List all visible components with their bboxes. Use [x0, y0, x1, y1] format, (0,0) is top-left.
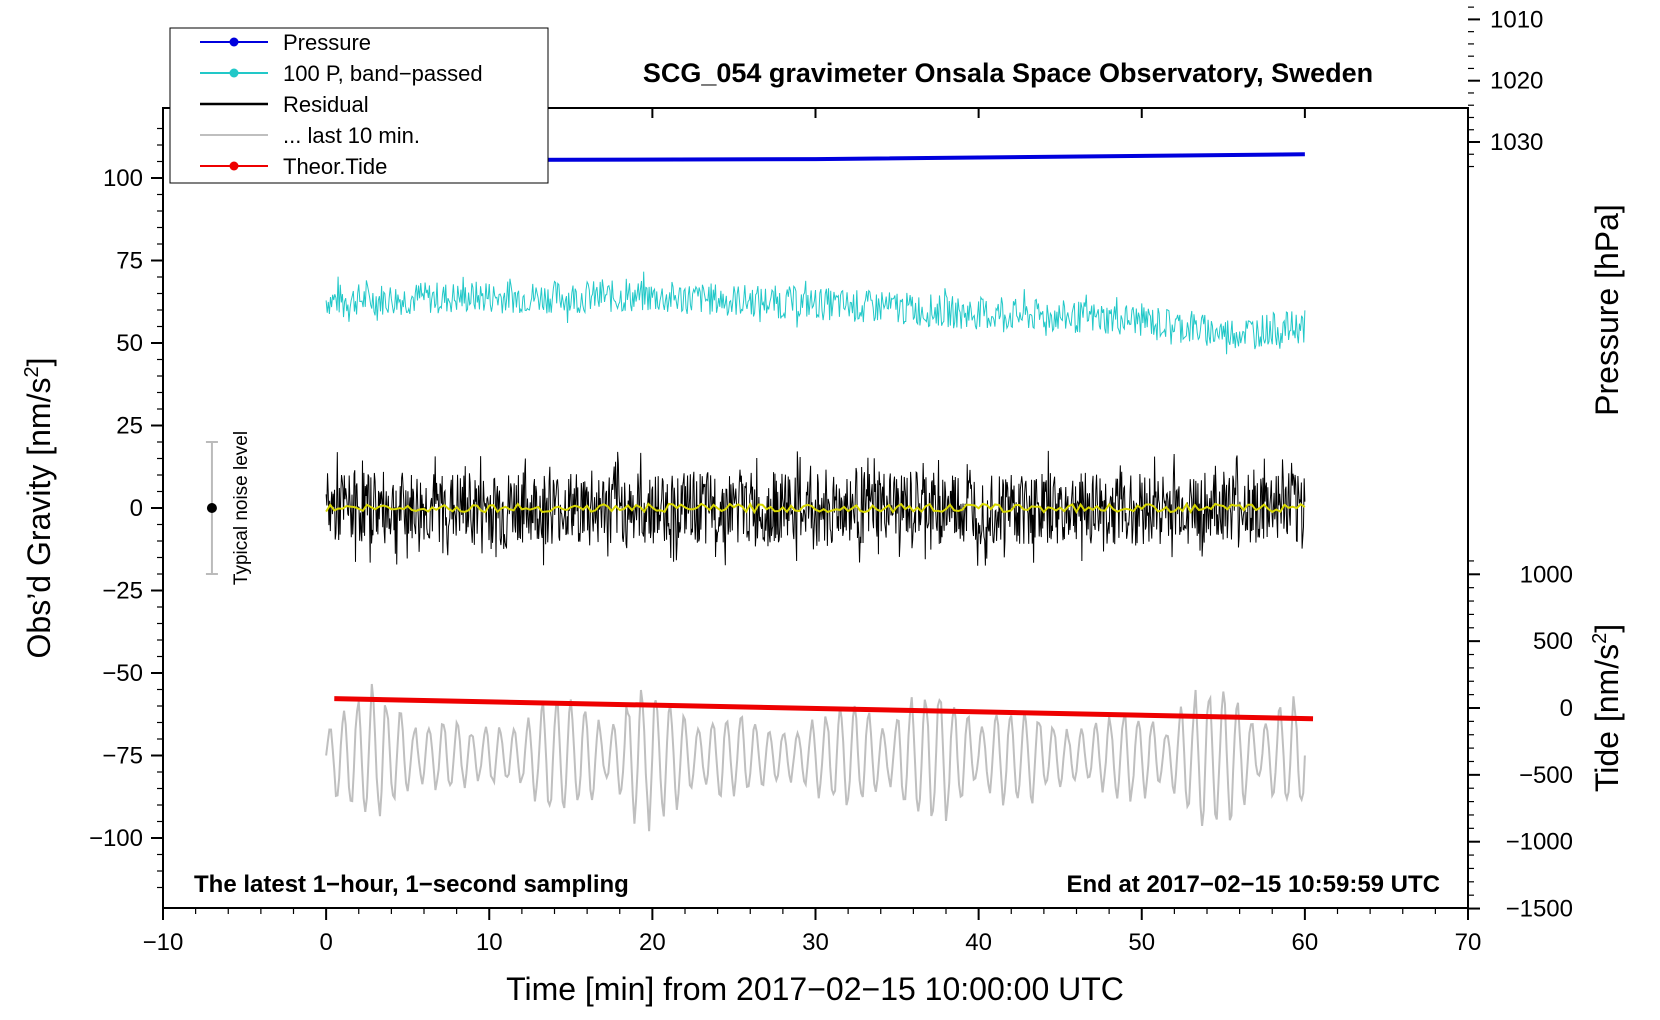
legend-box [169, 27, 549, 184]
legend-label: Theor.Tide [283, 154, 387, 179]
series-last-10-min [325, 683, 1306, 832]
tide-tick-label: −1000 [1506, 829, 1573, 856]
x-tick-label: −10 [143, 929, 184, 956]
y-tick-label: 0 [130, 495, 143, 522]
chart-title: SCG_054 gravimeter Onsala Space Observat… [643, 58, 1373, 88]
tide-tick-label: −500 [1519, 762, 1573, 789]
y-tick-label: 50 [116, 330, 143, 357]
tick-layer: −10 0 10 20 30 40 50 60 701007550250−25−50−75−10… [89, 6, 1573, 956]
x-tick-label: 30 [802, 929, 829, 956]
series-theoretical-tide [334, 696, 1314, 722]
y-tick-label: −100 [89, 825, 143, 852]
x-tick-label: 50 [1128, 929, 1155, 956]
pressure-tick-label: 1020 [1490, 68, 1543, 95]
y-tick-label: 25 [116, 413, 143, 440]
x-tick-label: 40 [965, 929, 992, 956]
annotation-latest-hour: The latest 1−hour, 1−second sampling [194, 871, 629, 898]
series-pressure-band-passed [325, 271, 1306, 355]
legend-marker [229, 37, 239, 47]
tide-tick-label: −1500 [1506, 896, 1573, 923]
y-tick-label: 100 [103, 165, 143, 192]
noise-level-center-dot [206, 503, 217, 513]
series-residual [325, 450, 1306, 566]
y-tick-label: 75 [116, 248, 143, 275]
x-axis-title: Time [min] from 2017−02−15 10:00:00 UTC [506, 971, 1124, 1007]
series-residual-smoothed [325, 502, 1306, 515]
legend: Pressure 100 P, band−passed Residual ... la… [169, 27, 549, 184]
pressure-axis-title: Pressure [hPa] [1589, 204, 1625, 416]
x-tick-label: 20 [639, 929, 666, 956]
noise-level-indicator: Typical noise level [205, 431, 252, 585]
x-tick-label: 0 [319, 929, 332, 956]
x-tick-label: 70 [1455, 929, 1482, 956]
legend-label: 100 P, band−passed [283, 61, 483, 86]
y-axis-title-main: Obs’d Gravity [nm/s [21, 378, 57, 659]
legend-label: ... last 10 min. [283, 123, 420, 148]
tide-tick-label: 0 [1560, 695, 1573, 722]
tide-axis-title-sup: 2 [1589, 633, 1611, 644]
tide-tick-label: 1000 [1520, 561, 1573, 588]
y-tick-label: −75 [102, 743, 143, 770]
y-tick-label: −50 [102, 660, 143, 687]
legend-label: Pressure [283, 30, 371, 55]
pressure-tick-label: 1010 [1490, 6, 1543, 33]
annotation-end-time: End at 2017−02−15 10:59:59 UTC [1066, 871, 1440, 898]
tide-axis-title-end: ] [1589, 624, 1625, 633]
legend-marker [229, 161, 239, 171]
noise-level-label: Typical noise level [231, 431, 252, 585]
y-axis-title-sup: 2 [21, 366, 43, 377]
tide-axis-title: Tide [nm/s2] [1589, 624, 1625, 792]
y-axis-title: Obs’d Gravity [nm/s2] [21, 358, 57, 659]
tide-axis-title-main: Tide [nm/s [1589, 644, 1625, 792]
legend-label: Residual [283, 92, 369, 117]
series-layer [325, 152, 1314, 832]
y-tick-label: −25 [102, 578, 143, 605]
y-axis-title-end: ] [21, 358, 57, 367]
pressure-tick-label: 1030 [1490, 129, 1543, 156]
x-tick-label: 10 [476, 929, 503, 956]
legend-marker [229, 68, 239, 78]
x-tick-label: 60 [1292, 929, 1319, 956]
tide-tick-label: 500 [1533, 628, 1573, 655]
